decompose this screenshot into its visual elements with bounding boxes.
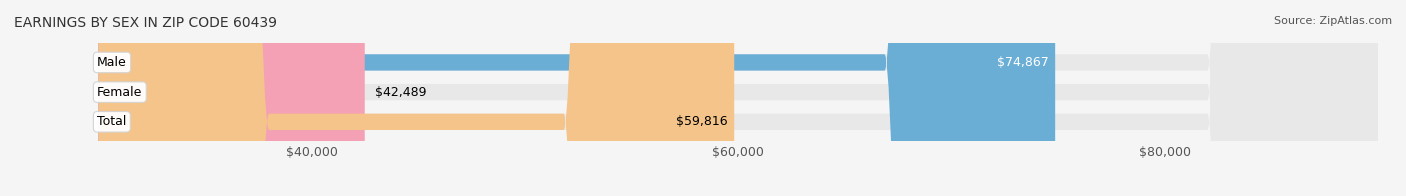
Text: $74,867: $74,867 [997,56,1049,69]
FancyBboxPatch shape [98,0,1378,196]
Text: Source: ZipAtlas.com: Source: ZipAtlas.com [1274,16,1392,26]
FancyBboxPatch shape [98,0,364,196]
Text: $42,489: $42,489 [375,86,426,99]
Text: $59,816: $59,816 [676,115,728,128]
Text: Male: Male [97,56,127,69]
FancyBboxPatch shape [98,0,1378,196]
FancyBboxPatch shape [98,0,1054,196]
Text: EARNINGS BY SEX IN ZIP CODE 60439: EARNINGS BY SEX IN ZIP CODE 60439 [14,16,277,30]
FancyBboxPatch shape [98,0,734,196]
FancyBboxPatch shape [98,0,1378,196]
Text: Total: Total [97,115,127,128]
Text: Female: Female [97,86,142,99]
